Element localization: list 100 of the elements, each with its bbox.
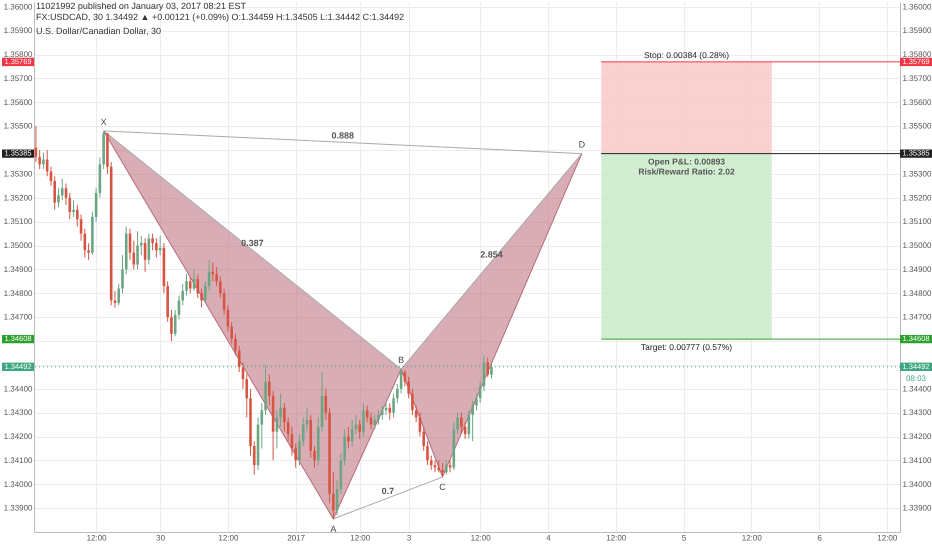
candlestick bbox=[286, 416, 290, 442]
candlestick bbox=[437, 460, 440, 473]
candlestick bbox=[414, 404, 418, 423]
candlestick bbox=[475, 393, 478, 411]
candlestick bbox=[234, 333, 237, 356]
candlestick bbox=[313, 446, 316, 468]
annotation: Risk/Reward Ratio: 2.02 bbox=[638, 166, 735, 177]
candlestick bbox=[456, 412, 459, 435]
y2-tick-label: 1.36000 bbox=[902, 2, 932, 12]
candlestick bbox=[76, 204, 79, 227]
x-tick-label: 4 bbox=[546, 534, 552, 542]
candlestick bbox=[219, 276, 222, 299]
annotation: X bbox=[100, 116, 107, 127]
candlestick bbox=[68, 192, 72, 220]
y-tick-label: 1.34700 bbox=[4, 312, 34, 322]
candlestick bbox=[215, 266, 218, 287]
candlestick bbox=[46, 150, 48, 177]
y-tick-label: 1.34800 bbox=[4, 288, 34, 298]
y-tick-label: 1.35500 bbox=[4, 122, 34, 131]
y-tick-label: 1.34300 bbox=[4, 408, 34, 418]
candlestick bbox=[38, 150, 41, 170]
candlestick bbox=[336, 478, 338, 516]
candlestick bbox=[426, 440, 429, 466]
candlestick bbox=[222, 288, 226, 316]
annotation: Open P&L: 0.00893 bbox=[648, 156, 726, 167]
y2-tick-label: 1.35100 bbox=[902, 217, 932, 226]
y2-tick-label: 1.35000 bbox=[902, 241, 932, 250]
y2-tick-label: 1.35600 bbox=[902, 98, 932, 107]
candlestick bbox=[34, 126, 38, 162]
y-tick-label: 1.35100 bbox=[4, 217, 34, 226]
annotation: FX:USDCAD, 30 1.34492 ▲ +0.00121 (+0.09%) O:1.34459 H:1.34505 L:1.34442 C:1.34492 bbox=[36, 12, 404, 22]
candlestick bbox=[486, 357, 490, 378]
candlestick bbox=[80, 214, 82, 242]
x-tick-label: 30 bbox=[156, 534, 166, 542]
y-tick-label: 1.35700 bbox=[4, 74, 34, 83]
candlestick bbox=[174, 309, 176, 337]
candlestick bbox=[366, 404, 369, 423]
candlestick bbox=[388, 402, 392, 420]
candlestick bbox=[283, 402, 286, 432]
y-tick-label: 1.34900 bbox=[4, 264, 34, 274]
candlestick bbox=[268, 374, 271, 406]
y2-tick-label: 1.34400 bbox=[902, 384, 932, 394]
candlestick bbox=[441, 462, 444, 478]
candlestick bbox=[490, 363, 493, 380]
candlestick bbox=[42, 152, 45, 170]
candlestick bbox=[136, 230, 139, 270]
x-tick-label: 2017 bbox=[287, 534, 306, 542]
text: U.S. Dollar/Canadian Dollar, 30 bbox=[36, 26, 162, 36]
candlestick bbox=[170, 309, 173, 342]
x-tick-label: 6 bbox=[817, 534, 822, 542]
band-label: Stop: 0.00384 (0.28%) bbox=[644, 50, 730, 60]
candlestick bbox=[298, 434, 301, 466]
x-tick-label: 12:00 bbox=[218, 534, 239, 542]
candlestick bbox=[332, 472, 335, 520]
candlestick bbox=[290, 426, 294, 456]
annotation: A bbox=[330, 524, 336, 534]
candlestick bbox=[471, 400, 474, 442]
candlestick bbox=[72, 200, 75, 218]
y-tick-label: 1.33900 bbox=[4, 504, 34, 513]
x-tick-label: 12:00 bbox=[86, 534, 108, 542]
candlestick bbox=[50, 166, 52, 186]
candlestick bbox=[400, 368, 402, 394]
y2-tick-label: 1.34300 bbox=[902, 408, 932, 418]
candlestick bbox=[238, 345, 241, 373]
y2-tick-label: 1.34200 bbox=[902, 432, 932, 442]
candlestick bbox=[151, 233, 154, 251]
annotation: D bbox=[578, 140, 586, 150]
candlestick bbox=[404, 369, 406, 387]
candlestick bbox=[411, 388, 414, 416]
y2-tick-label: 1.35700 bbox=[902, 74, 932, 83]
candlestick bbox=[350, 419, 354, 447]
candlestick bbox=[294, 443, 297, 468]
candlestick bbox=[230, 321, 233, 344]
y-tick-label: 1.36000 bbox=[4, 2, 34, 12]
candlestick bbox=[252, 440, 256, 476]
annotation: 2.854 bbox=[480, 249, 503, 260]
candlestick bbox=[377, 410, 380, 426]
candlestick bbox=[84, 228, 86, 258]
candlestick bbox=[392, 393, 395, 418]
candlestick bbox=[444, 460, 448, 476]
y-tick-label: 1.34000 bbox=[4, 480, 34, 489]
candlestick bbox=[64, 182, 68, 206]
x-tick-label: 12:00 bbox=[350, 534, 371, 542]
candlestick bbox=[226, 304, 230, 332]
candlestick bbox=[132, 240, 136, 270]
candlestick bbox=[460, 412, 463, 435]
candlestick bbox=[144, 238, 146, 272]
annotation: 0.387 bbox=[241, 238, 264, 248]
x-tick-label: 5 bbox=[682, 534, 687, 542]
candlestick bbox=[128, 228, 132, 260]
candlestick bbox=[347, 426, 350, 449]
candlestick bbox=[380, 404, 384, 420]
annotation: C bbox=[439, 482, 446, 492]
candlestick bbox=[204, 280, 207, 304]
annotation: 0.7 bbox=[382, 486, 394, 496]
candlestick bbox=[396, 383, 399, 404]
y2-tick-label: 1.34700 bbox=[902, 312, 932, 322]
candlestick bbox=[200, 288, 203, 308]
candlestick bbox=[276, 410, 278, 449]
candlestick bbox=[158, 235, 162, 256]
